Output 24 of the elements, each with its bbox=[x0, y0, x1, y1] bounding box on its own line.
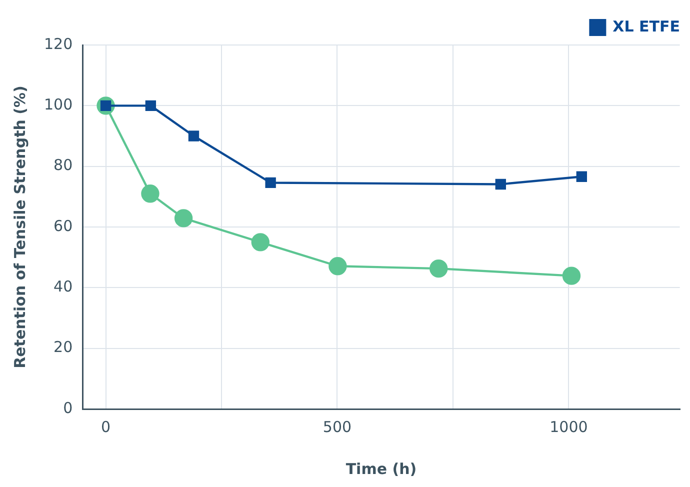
y-tick-label: 120 bbox=[44, 34, 73, 53]
x-tick-label: 0 bbox=[101, 418, 111, 436]
point bbox=[562, 266, 581, 285]
y-tick-label: 100 bbox=[44, 96, 73, 114]
y-axis-title: Retention of Tensile Strength (%) bbox=[10, 86, 29, 368]
point bbox=[265, 177, 276, 188]
point bbox=[141, 184, 160, 203]
legend-label: XL ETFE bbox=[612, 17, 680, 36]
x-tick-label: 500 bbox=[322, 418, 352, 436]
point bbox=[251, 233, 270, 252]
x-axis-title: Time (h) bbox=[346, 460, 417, 478]
point bbox=[174, 209, 193, 228]
y-tick-label: 40 bbox=[54, 278, 73, 296]
point bbox=[145, 100, 156, 112]
y-tick-label: 80 bbox=[54, 156, 73, 174]
point bbox=[495, 178, 506, 190]
point bbox=[328, 257, 347, 276]
point bbox=[576, 171, 588, 182]
y-tick-label: 20 bbox=[54, 338, 73, 356]
y-tick-label: 0 bbox=[63, 398, 73, 417]
y-tick-label: 60 bbox=[54, 216, 73, 235]
x-tick-label: 1000 bbox=[550, 418, 588, 436]
point bbox=[188, 130, 200, 142]
point bbox=[430, 259, 448, 278]
